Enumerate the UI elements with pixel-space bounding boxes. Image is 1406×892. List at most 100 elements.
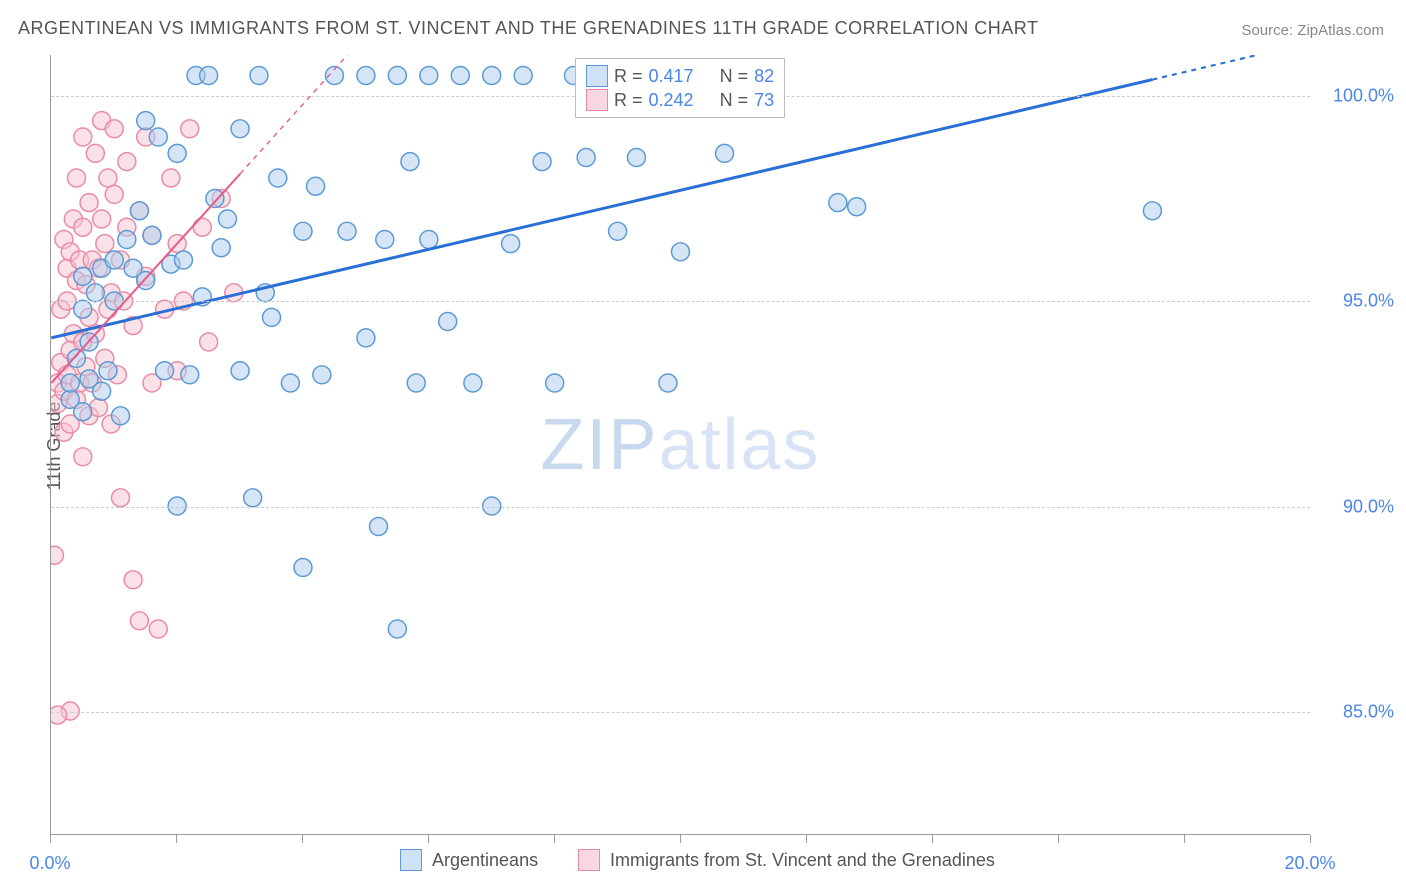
legend-label: Immigrants from St. Vincent and the Gren… [610, 850, 995, 871]
data-point [577, 149, 595, 167]
data-point [420, 67, 438, 85]
trend-line [51, 174, 240, 383]
gridline-h [51, 712, 1310, 713]
data-point [1143, 202, 1161, 220]
data-point [77, 276, 95, 294]
data-point [124, 259, 142, 277]
data-point [61, 374, 79, 392]
data-point [130, 612, 148, 630]
data-point [420, 231, 438, 249]
data-point [51, 374, 67, 392]
data-point [231, 362, 249, 380]
legend-r-label: R = [614, 66, 643, 87]
data-point [149, 128, 167, 146]
data-point [829, 194, 847, 212]
data-point [464, 374, 482, 392]
data-point [137, 267, 155, 285]
data-point [86, 144, 104, 162]
ytick-label: 95.0% [1343, 291, 1394, 312]
data-point [118, 153, 136, 171]
data-point [99, 169, 117, 187]
watermark: ZIPatlas [540, 404, 820, 486]
data-point [93, 112, 111, 130]
gridline-h [51, 507, 1310, 508]
data-point [143, 374, 161, 392]
data-point [546, 374, 564, 392]
data-point [231, 120, 249, 138]
legend-swatch [400, 849, 422, 871]
data-point [609, 222, 627, 240]
data-point [74, 333, 92, 351]
data-point [659, 374, 677, 392]
data-point [55, 423, 73, 441]
data-point [80, 333, 98, 351]
data-point [55, 231, 73, 249]
data-point [256, 284, 274, 302]
data-point [74, 218, 92, 236]
bottom-legend-item: Argentineans [400, 849, 538, 871]
data-point [61, 341, 79, 359]
data-point [533, 153, 551, 171]
watermark-part-a: ZIP [540, 405, 658, 485]
data-point [162, 169, 180, 187]
data-point [51, 546, 63, 564]
data-point [206, 190, 224, 208]
xtick-label: 0.0% [29, 853, 70, 874]
data-point [67, 169, 85, 187]
trend-line-extrapolated [240, 55, 347, 174]
data-point [124, 571, 142, 589]
xtick-mark [302, 835, 303, 843]
data-point [263, 308, 281, 326]
data-point [439, 313, 457, 331]
data-point [514, 67, 532, 85]
data-point [401, 153, 419, 171]
data-point [269, 169, 287, 187]
data-point [369, 518, 387, 536]
data-point [51, 706, 67, 724]
data-point [77, 358, 95, 376]
data-point [294, 559, 312, 577]
data-point [168, 362, 186, 380]
data-point [181, 366, 199, 384]
chart-svg [51, 55, 1310, 834]
data-point [80, 407, 98, 425]
data-point [388, 67, 406, 85]
legend-swatch [578, 849, 600, 871]
data-point [124, 317, 142, 335]
data-point [102, 284, 120, 302]
data-point [143, 226, 161, 244]
legend-swatch [586, 65, 608, 87]
data-point [93, 259, 111, 277]
data-point [112, 489, 130, 507]
data-point [193, 288, 211, 306]
legend-r-label: R = [614, 90, 643, 111]
data-point [108, 366, 126, 384]
data-point [294, 222, 312, 240]
legend-r-value: 0.417 [649, 66, 694, 87]
data-point [83, 374, 101, 392]
data-point [338, 222, 356, 240]
data-point [64, 210, 82, 228]
data-point [168, 235, 186, 253]
data-point [61, 243, 79, 261]
data-point [168, 144, 186, 162]
data-point [61, 390, 79, 408]
stats-legend-row: R =0.242N =73 [586, 89, 774, 111]
data-point [118, 231, 136, 249]
xtick-label: 20.0% [1284, 853, 1335, 874]
data-point [225, 284, 243, 302]
xtick-mark [176, 835, 177, 843]
data-point [187, 67, 205, 85]
data-point [90, 259, 108, 277]
data-point [200, 333, 218, 351]
xtick-mark [50, 835, 51, 843]
data-point [212, 239, 230, 257]
data-point [105, 251, 123, 269]
data-point [102, 415, 120, 433]
data-point [149, 620, 167, 638]
data-point [307, 177, 325, 195]
data-point [74, 128, 92, 146]
data-point [51, 395, 67, 413]
data-point [105, 185, 123, 203]
data-point [67, 272, 85, 290]
